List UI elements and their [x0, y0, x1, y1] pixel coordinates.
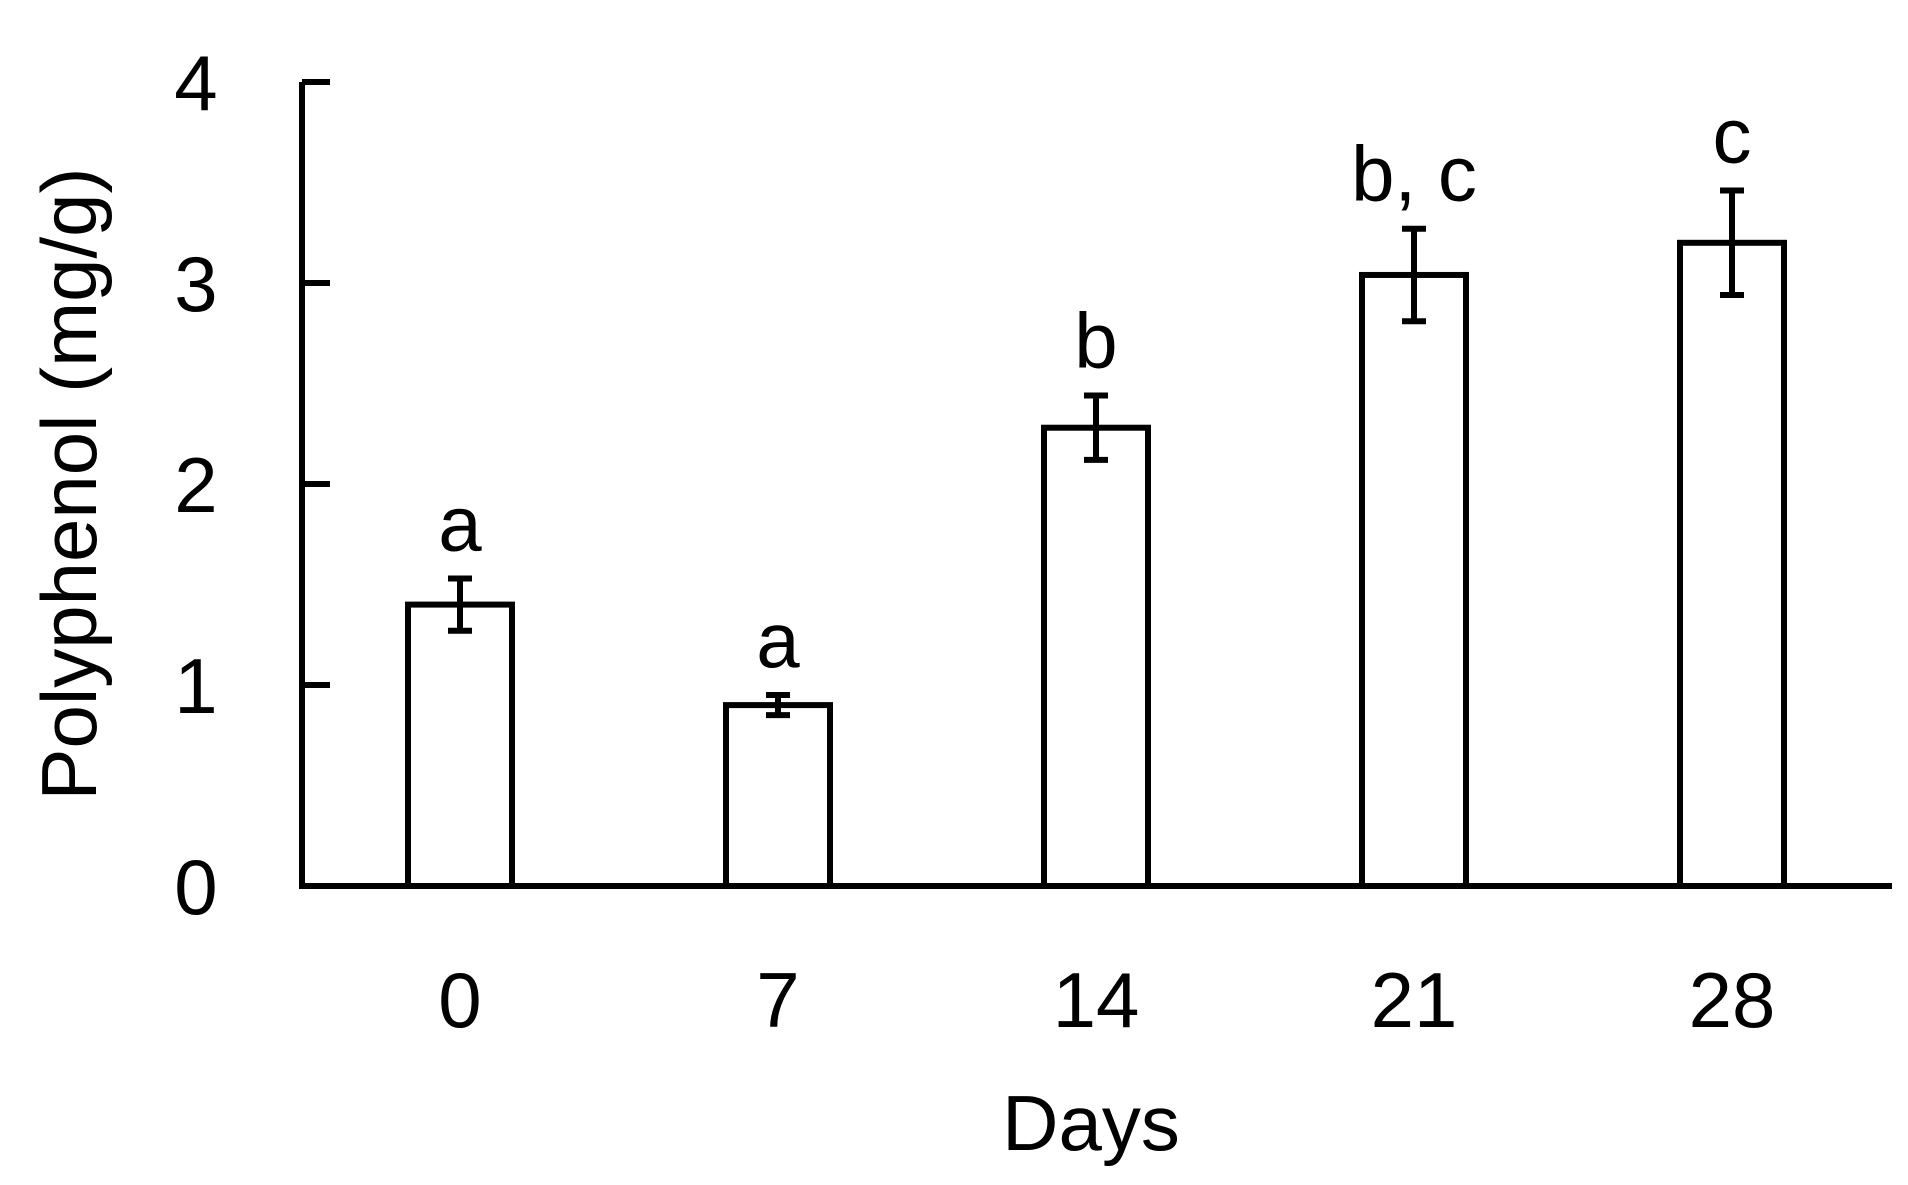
- x-tick-label: 28: [1689, 956, 1776, 1044]
- significance-label: a: [438, 479, 482, 567]
- bar: [723, 702, 833, 889]
- y-tick-label: 3: [174, 240, 217, 328]
- y-tick-label: 0: [174, 843, 217, 931]
- y-tick-label: 2: [174, 441, 217, 529]
- y-ticks: 0 1 2 3 4: [174, 39, 330, 931]
- x-tick-labels: 0 7 14 21 28: [438, 956, 1775, 1044]
- x-tick-label: 7: [756, 956, 799, 1044]
- bars: a a b b, c c: [405, 92, 1787, 890]
- bar: [1359, 271, 1469, 889]
- significance-label: a: [756, 596, 800, 684]
- bar: [1677, 239, 1787, 890]
- x-tick-label: 21: [1371, 956, 1458, 1044]
- x-axis-title: Days: [1002, 1079, 1180, 1167]
- y-tick-label: 1: [174, 642, 217, 730]
- y-axis-title: Polyphenol (mg/g): [25, 168, 113, 801]
- significance-label: b, c: [1351, 130, 1477, 218]
- x-tick-label: 0: [438, 956, 481, 1044]
- significance-label: b: [1074, 297, 1117, 385]
- plot-area: 0 1 2 3 4 a a b b, c c 0 7 14 21 28: [174, 39, 1892, 1044]
- y-tick-label: 4: [174, 39, 217, 127]
- x-tick-label: 14: [1053, 956, 1140, 1044]
- bar: [1041, 424, 1151, 889]
- significance-label: c: [1713, 92, 1752, 180]
- bar: [405, 601, 515, 889]
